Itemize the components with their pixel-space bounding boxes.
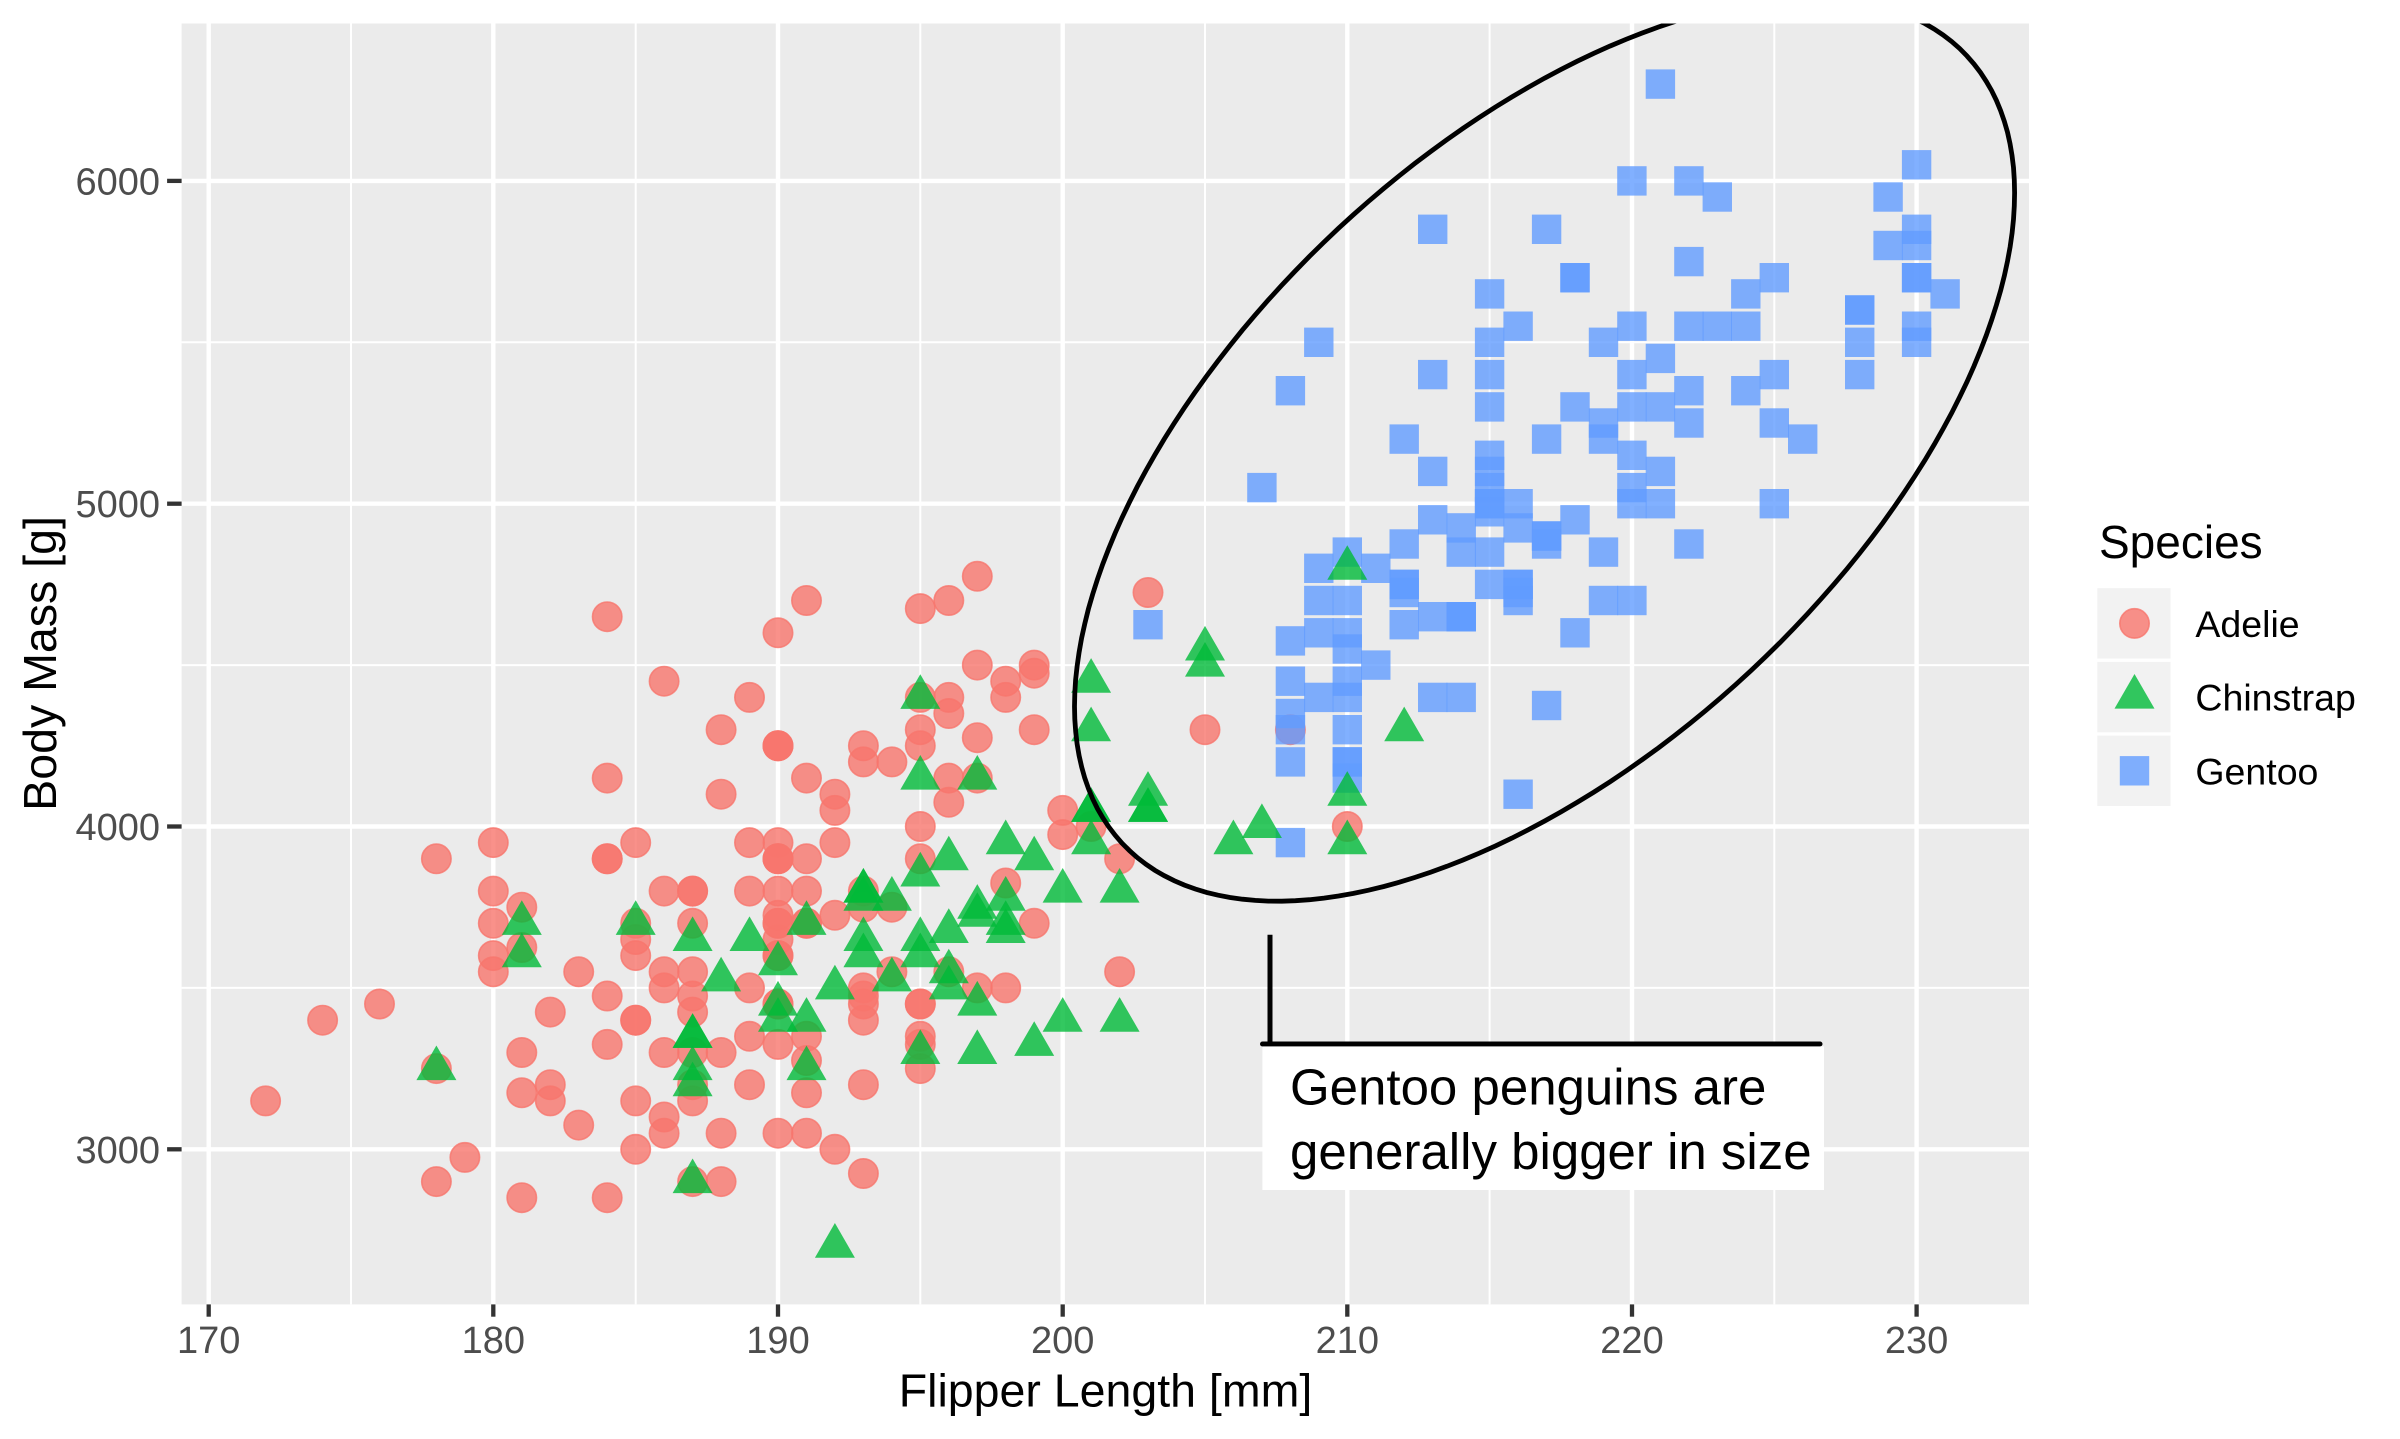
svg-text:Adelie: Adelie: [2195, 603, 2299, 645]
svg-text:Species: Species: [2099, 516, 2263, 568]
svg-text:Body Mass [g]: Body Mass [g]: [14, 516, 66, 811]
svg-text:180: 180: [462, 1320, 525, 1362]
svg-text:Gentoo: Gentoo: [2195, 750, 2318, 792]
svg-text:generally bigger in size: generally bigger in size: [1290, 1123, 1812, 1180]
svg-text:230: 230: [1885, 1320, 1948, 1362]
svg-text:190: 190: [746, 1320, 809, 1362]
svg-text:220: 220: [1600, 1320, 1663, 1362]
svg-text:6000: 6000: [75, 161, 160, 203]
svg-text:200: 200: [1031, 1320, 1094, 1362]
svg-text:170: 170: [177, 1320, 240, 1362]
svg-text:Flipper Length [mm]: Flipper Length [mm]: [899, 1365, 1313, 1417]
svg-text:3000: 3000: [75, 1130, 160, 1172]
svg-text:Chinstrap: Chinstrap: [2195, 677, 2356, 719]
svg-text:Gentoo penguins are: Gentoo penguins are: [1290, 1058, 1766, 1115]
svg-text:4000: 4000: [75, 807, 160, 849]
svg-text:5000: 5000: [75, 484, 160, 526]
svg-text:210: 210: [1316, 1320, 1379, 1362]
